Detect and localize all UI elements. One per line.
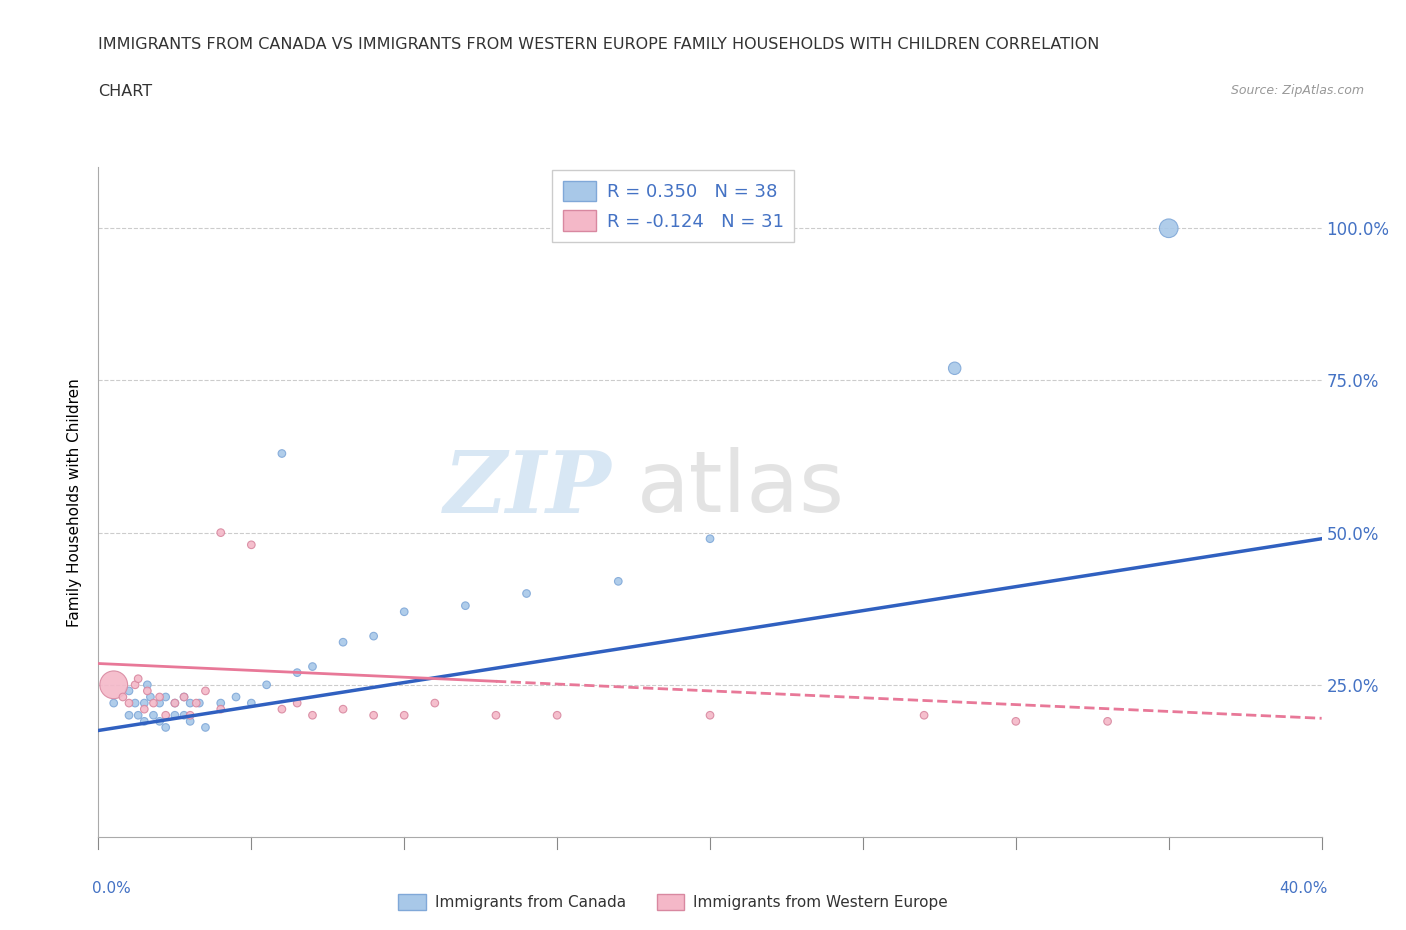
Point — [179, 696, 201, 711]
Point — [912, 708, 935, 723]
Point — [179, 714, 201, 729]
Point — [142, 708, 165, 723]
Point — [173, 689, 195, 704]
Point — [363, 708, 385, 723]
Text: IMMIGRANTS FROM CANADA VS IMMIGRANTS FROM WESTERN EUROPE FAMILY HOUSEHOLDS WITH : IMMIGRANTS FROM CANADA VS IMMIGRANTS FRO… — [98, 37, 1099, 52]
Point — [127, 708, 149, 723]
Point — [124, 696, 146, 711]
Point — [209, 696, 232, 711]
Text: CHART: CHART — [98, 84, 152, 99]
Point — [103, 696, 125, 711]
Point — [332, 702, 354, 717]
Point — [194, 684, 217, 698]
Point — [136, 677, 159, 692]
Point — [118, 696, 141, 711]
Point — [516, 586, 538, 601]
Point — [392, 604, 416, 619]
Point — [285, 665, 308, 680]
Point — [118, 684, 141, 698]
Point — [134, 696, 156, 711]
Point — [136, 684, 159, 698]
Text: ZIP: ZIP — [444, 447, 612, 530]
Point — [149, 696, 172, 711]
Y-axis label: Family Households with Children: Family Households with Children — [67, 378, 83, 627]
Point — [163, 696, 186, 711]
Point — [209, 525, 232, 540]
Point — [163, 708, 186, 723]
Point — [423, 696, 446, 711]
Point — [118, 708, 141, 723]
Point — [127, 671, 149, 686]
Point — [149, 714, 172, 729]
Point — [155, 720, 177, 735]
Point — [225, 689, 247, 704]
Point — [546, 708, 568, 723]
Point — [363, 629, 385, 644]
Point — [134, 714, 156, 729]
Point — [173, 708, 195, 723]
Point — [1004, 714, 1026, 729]
Point — [209, 702, 232, 717]
Point — [256, 677, 278, 692]
Point — [173, 689, 195, 704]
Point — [186, 696, 208, 711]
Point — [103, 677, 125, 692]
Point — [270, 446, 292, 461]
Point — [943, 361, 966, 376]
Point — [142, 696, 165, 711]
Point — [124, 677, 146, 692]
Legend: Immigrants from Canada, Immigrants from Western Europe: Immigrants from Canada, Immigrants from … — [392, 888, 955, 916]
Point — [1097, 714, 1119, 729]
Text: atlas: atlas — [637, 447, 845, 530]
Point — [699, 531, 721, 546]
Point — [301, 659, 323, 674]
Point — [454, 598, 477, 613]
Point — [163, 696, 186, 711]
Text: 0.0%: 0.0% — [93, 881, 131, 896]
Point — [179, 708, 201, 723]
Point — [134, 702, 156, 717]
Point — [392, 708, 416, 723]
Point — [188, 696, 211, 711]
Point — [194, 720, 217, 735]
Point — [332, 635, 354, 650]
Point — [240, 696, 263, 711]
Point — [155, 689, 177, 704]
Text: Source: ZipAtlas.com: Source: ZipAtlas.com — [1230, 84, 1364, 97]
Point — [285, 696, 308, 711]
Point — [139, 689, 162, 704]
Point — [301, 708, 323, 723]
Point — [240, 538, 263, 552]
Point — [155, 708, 177, 723]
Point — [270, 702, 292, 717]
Text: 40.0%: 40.0% — [1279, 881, 1327, 896]
Point — [149, 689, 172, 704]
Point — [607, 574, 630, 589]
Point — [699, 708, 721, 723]
Point — [1157, 220, 1180, 235]
Point — [111, 689, 134, 704]
Point — [485, 708, 508, 723]
